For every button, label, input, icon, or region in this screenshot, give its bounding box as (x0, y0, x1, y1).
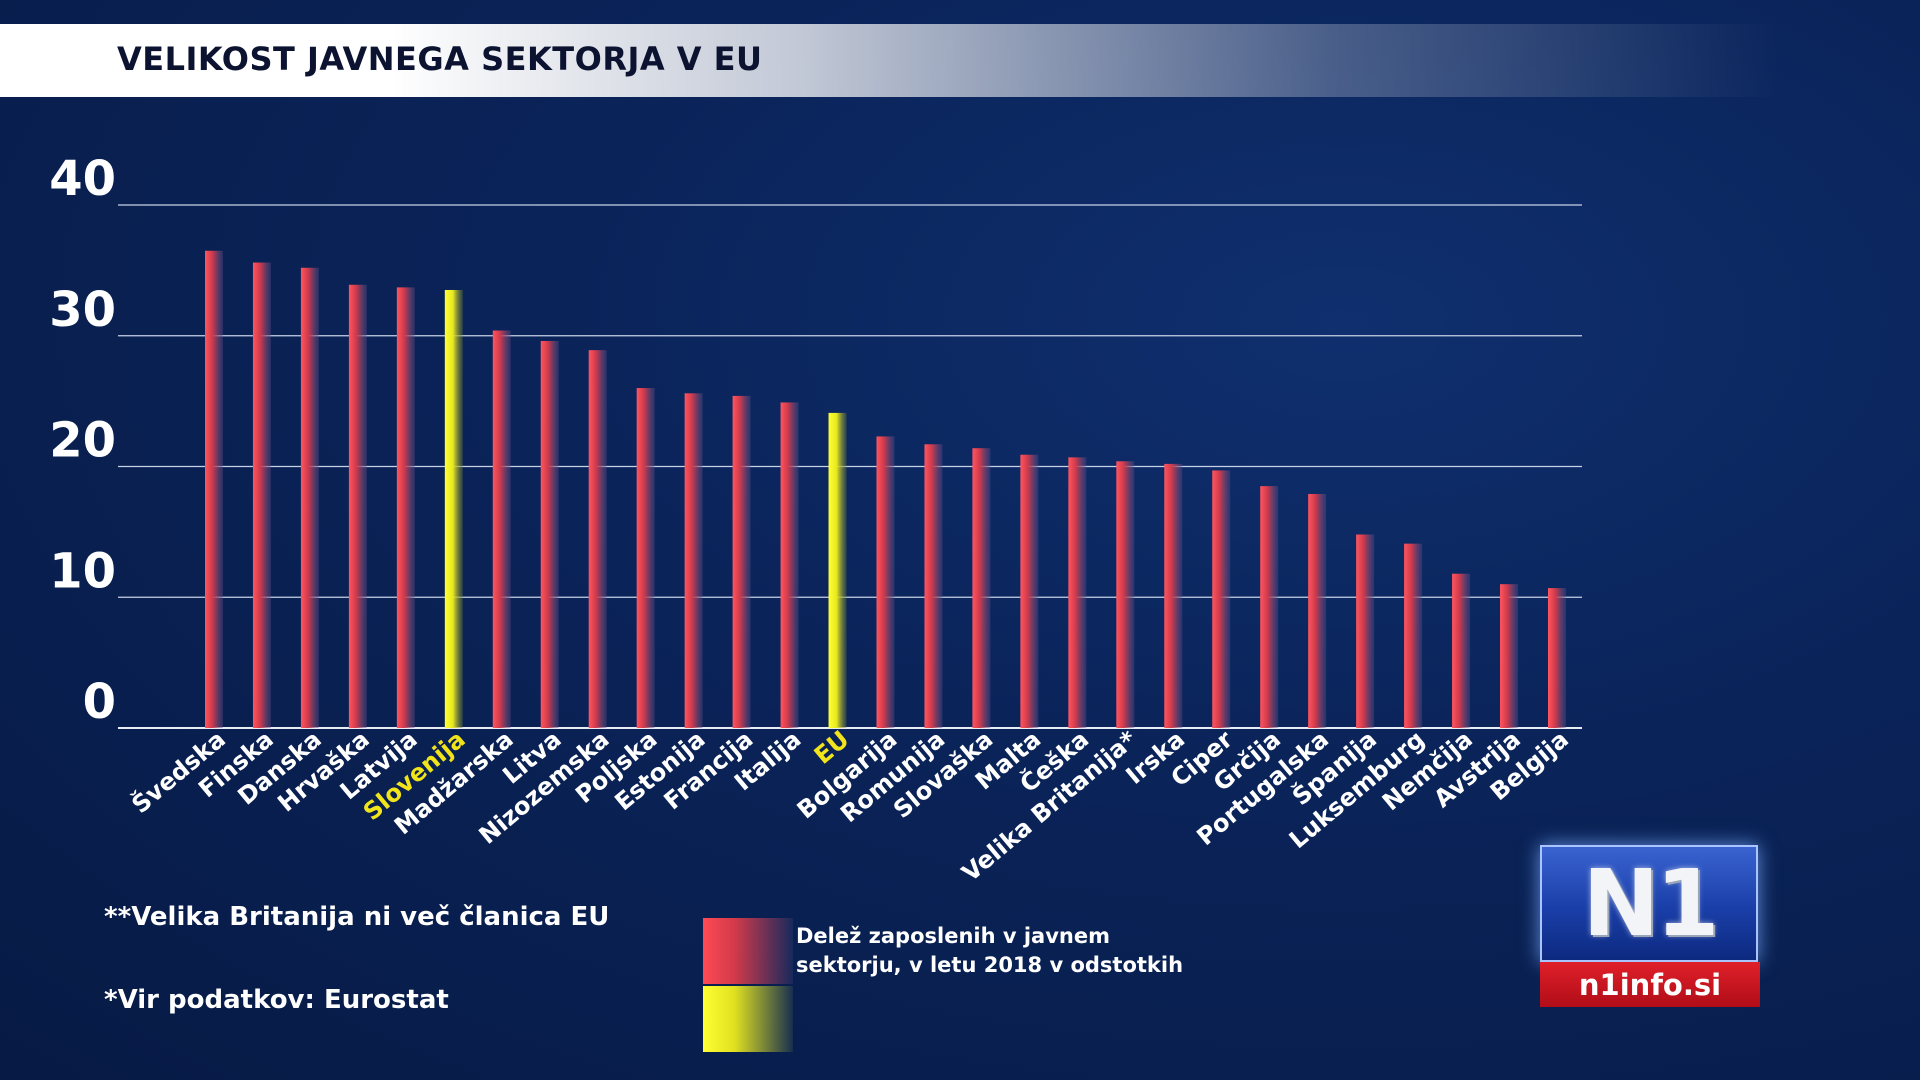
logo-mark-box: N1 (1540, 845, 1758, 962)
legend-swatch-red (703, 918, 793, 984)
y-tick-label: 30 (49, 282, 116, 338)
bar-malta (1020, 454, 1039, 728)
x-axis-labels: ŠvedskaFinskaDanskaHrvaškaLatvijaSloveni… (125, 724, 1574, 888)
legend-label: Delež zaposlenih v javnem sektorju, v le… (796, 924, 1184, 977)
y-tick-label: 0 (83, 674, 116, 730)
bar-avstrija (1500, 584, 1519, 728)
bar-poljska (636, 388, 655, 728)
bar-ciper (1212, 470, 1231, 728)
bar-romunija (924, 444, 943, 728)
bar-luksemburg (1404, 543, 1423, 728)
n1-logo: N1 n1info.si (1540, 845, 1760, 1007)
bar-hrva-ka (348, 284, 367, 728)
y-tick-label: 40 (49, 151, 116, 207)
bar-italija (780, 402, 799, 728)
bar-eu (828, 412, 847, 728)
source-note: *Vir podatkov: Eurostat (104, 985, 449, 1015)
bar-slovenija (444, 289, 463, 728)
bars (205, 250, 1566, 728)
bar-velika-britanija- (1116, 461, 1135, 728)
logo-site: n1info.si (1540, 962, 1760, 1007)
bar-estonija (684, 393, 703, 728)
bar-bolgarija (876, 436, 895, 728)
bar-gr-ija (1260, 486, 1279, 728)
bar-finska (252, 262, 271, 728)
bar-danska (300, 267, 319, 728)
bar-francija (732, 395, 751, 728)
bar-mad-arska (492, 330, 511, 728)
bar-litva (540, 340, 559, 728)
bar-nem-ija (1452, 573, 1471, 728)
y-tick-label: 10 (49, 543, 116, 599)
bar-nizozemska (588, 350, 607, 728)
title-bar: VELIKOST JAVNEGA SEKTORJA V EU (0, 24, 1780, 97)
bar--vedska (205, 250, 223, 728)
bar-portugalska (1308, 493, 1327, 728)
legend-swatch-yellow (703, 986, 793, 1052)
bar--panija (1356, 534, 1375, 728)
y-tick-label: 20 (49, 413, 116, 469)
logo-mark: N1 (1582, 850, 1719, 957)
bar-latvija (396, 287, 415, 728)
bar-irska (1164, 463, 1183, 728)
bar-belgija (1548, 588, 1566, 728)
chart-title: VELIKOST JAVNEGA SEKTORJA V EU (117, 40, 763, 78)
y-axis-ticks: 0 10 20 30 40 (49, 151, 116, 730)
bar--e-ka (1068, 457, 1087, 728)
uk-note: **Velika Britanija ni več članica EU (104, 902, 610, 932)
bar-slova-ka (972, 448, 991, 728)
